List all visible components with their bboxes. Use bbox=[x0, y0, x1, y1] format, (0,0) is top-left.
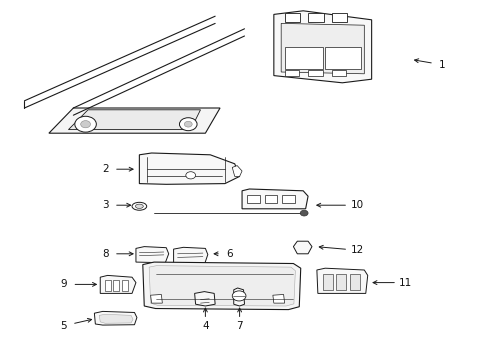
Ellipse shape bbox=[132, 202, 146, 210]
Text: 12: 12 bbox=[349, 245, 363, 255]
Polygon shape bbox=[242, 189, 307, 209]
Text: 6: 6 bbox=[226, 249, 233, 259]
Polygon shape bbox=[99, 314, 133, 323]
Bar bbox=[122, 280, 127, 291]
Polygon shape bbox=[331, 13, 346, 22]
Text: 9: 9 bbox=[60, 279, 67, 289]
Polygon shape bbox=[68, 110, 200, 130]
Polygon shape bbox=[336, 274, 346, 290]
Ellipse shape bbox=[135, 204, 143, 208]
Polygon shape bbox=[349, 274, 359, 290]
Polygon shape bbox=[136, 247, 168, 263]
Circle shape bbox=[232, 291, 245, 301]
Bar bbox=[105, 280, 111, 291]
Circle shape bbox=[300, 210, 307, 216]
Polygon shape bbox=[100, 275, 136, 293]
Bar bbox=[113, 280, 119, 291]
Text: 1: 1 bbox=[438, 60, 445, 70]
Polygon shape bbox=[316, 268, 367, 293]
Text: 5: 5 bbox=[60, 321, 67, 331]
Polygon shape bbox=[273, 11, 371, 83]
Polygon shape bbox=[281, 23, 364, 74]
Polygon shape bbox=[150, 294, 162, 303]
Polygon shape bbox=[272, 294, 284, 303]
Text: 3: 3 bbox=[102, 200, 108, 210]
Polygon shape bbox=[139, 153, 239, 184]
Polygon shape bbox=[49, 108, 220, 133]
Polygon shape bbox=[331, 70, 346, 76]
Text: 10: 10 bbox=[350, 200, 363, 210]
Polygon shape bbox=[94, 311, 137, 325]
Circle shape bbox=[185, 172, 195, 179]
Circle shape bbox=[81, 121, 90, 128]
Polygon shape bbox=[322, 274, 332, 290]
Text: 11: 11 bbox=[398, 278, 412, 288]
Polygon shape bbox=[307, 13, 323, 22]
Circle shape bbox=[179, 118, 197, 131]
Text: 2: 2 bbox=[102, 164, 108, 174]
Polygon shape bbox=[284, 13, 300, 22]
Circle shape bbox=[75, 116, 96, 132]
Polygon shape bbox=[264, 195, 277, 203]
Polygon shape bbox=[282, 195, 294, 203]
Polygon shape bbox=[233, 288, 244, 306]
Polygon shape bbox=[246, 195, 259, 203]
Polygon shape bbox=[284, 47, 322, 69]
Text: 7: 7 bbox=[236, 321, 243, 331]
Polygon shape bbox=[284, 70, 299, 76]
Polygon shape bbox=[142, 262, 300, 310]
Polygon shape bbox=[293, 241, 311, 254]
Polygon shape bbox=[325, 47, 360, 69]
Polygon shape bbox=[173, 247, 207, 265]
Circle shape bbox=[184, 121, 192, 127]
Polygon shape bbox=[307, 70, 322, 76]
Polygon shape bbox=[232, 166, 242, 176]
Text: 4: 4 bbox=[202, 321, 208, 331]
Text: 8: 8 bbox=[102, 249, 108, 259]
Polygon shape bbox=[194, 292, 215, 306]
Polygon shape bbox=[149, 266, 295, 306]
